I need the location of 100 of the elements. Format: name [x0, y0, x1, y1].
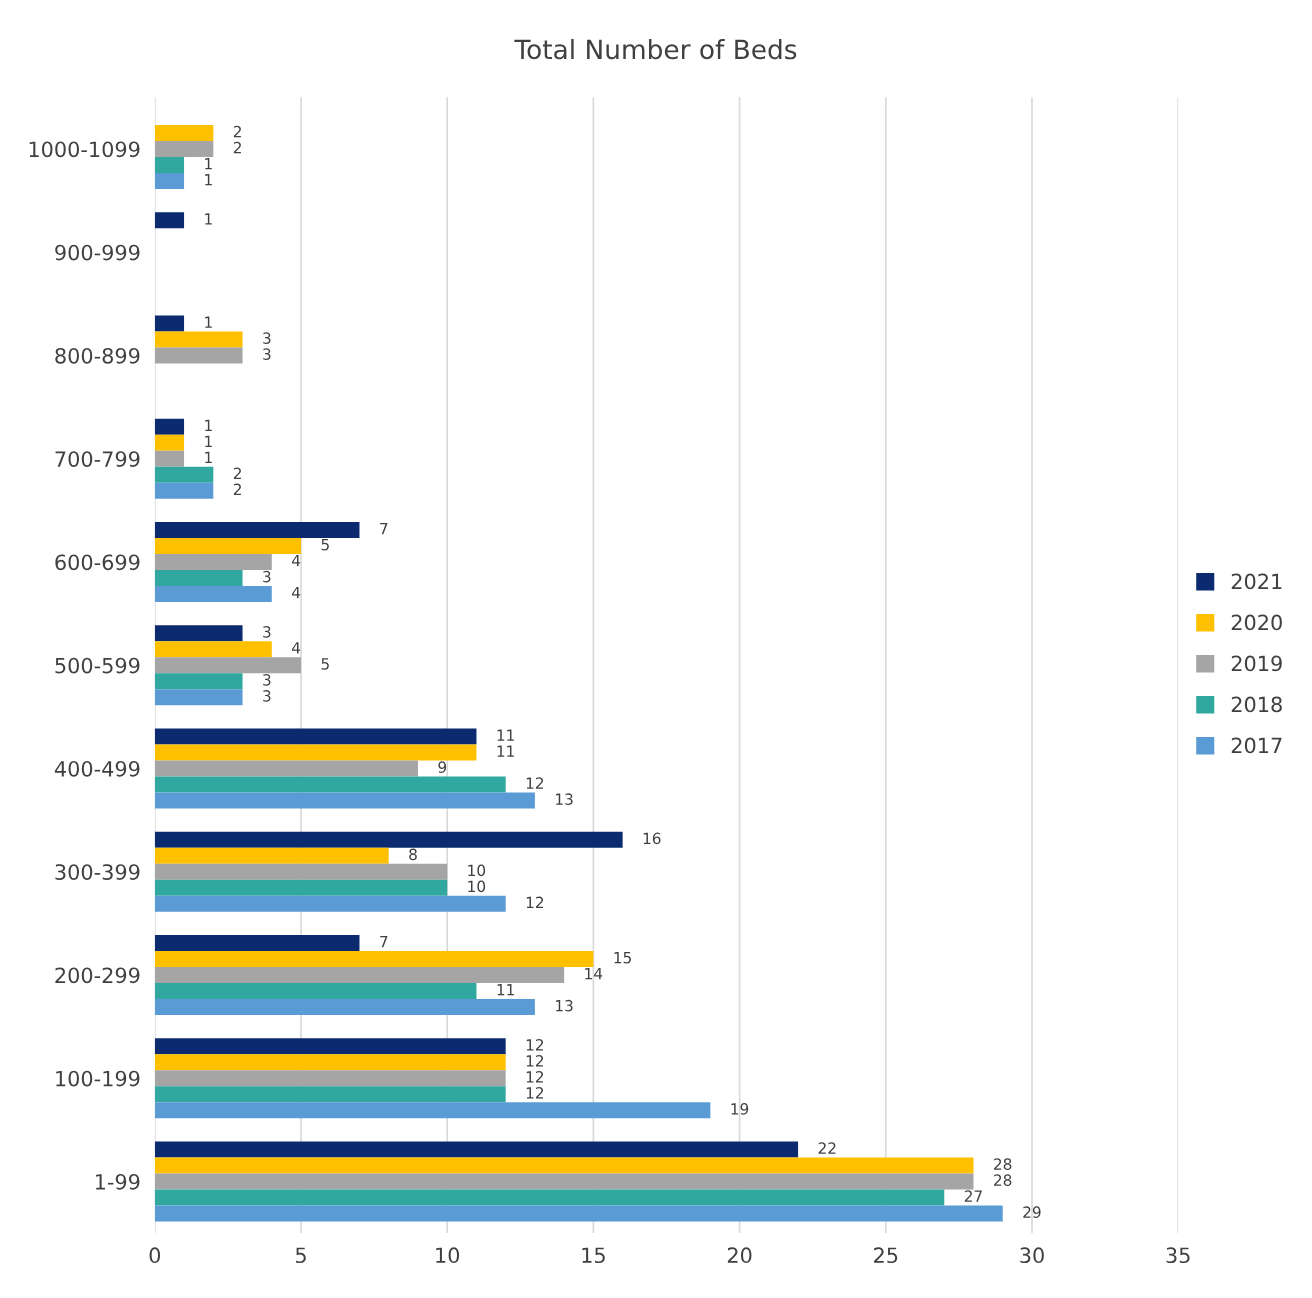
y-tick-label: 500-599 — [55, 657, 140, 674]
bar — [154, 673, 243, 690]
y-tick-label: 600-699 — [55, 554, 140, 571]
y-tick-label: 300-399 — [55, 864, 140, 880]
data-label: 11 — [497, 745, 514, 757]
data-label: 11 — [497, 984, 514, 996]
data-label: 8 — [409, 848, 417, 861]
legend-label: 2018 — [1231, 696, 1282, 713]
data-label: 10 — [468, 880, 486, 893]
bar — [154, 982, 477, 999]
bar — [154, 1102, 711, 1119]
bar — [154, 1086, 506, 1103]
data-label: 2 — [233, 125, 241, 138]
bar — [154, 1173, 974, 1190]
legend-label: 2019 — [1231, 655, 1282, 672]
data-label: 1 — [205, 451, 212, 463]
data-label: 7 — [380, 523, 388, 535]
data-label: 12 — [526, 1071, 544, 1083]
bar — [154, 744, 477, 761]
bar — [154, 1070, 506, 1087]
x-tick-label: 15 — [582, 1247, 605, 1264]
y-tick-label: 800-899 — [55, 347, 140, 364]
legend-label: 2017 — [1231, 737, 1282, 754]
y-tick-label: 200-299 — [55, 967, 140, 984]
x-tick-label: 20 — [727, 1247, 752, 1264]
bar — [154, 934, 360, 951]
x-tick-label: 5 — [295, 1247, 306, 1264]
x-tick-label: 35 — [1166, 1247, 1190, 1264]
bar — [154, 140, 214, 157]
bar — [154, 1054, 506, 1071]
bar — [154, 879, 448, 896]
bar — [154, 553, 272, 570]
data-label: 1 — [205, 435, 212, 447]
bar — [154, 537, 302, 554]
bar — [154, 728, 477, 745]
data-label: 10 — [468, 864, 486, 877]
bar — [154, 831, 623, 848]
bar — [154, 521, 360, 538]
bar — [154, 847, 389, 864]
data-label: 1 — [205, 213, 212, 225]
bar — [154, 450, 185, 467]
data-label: 3 — [263, 570, 271, 583]
bar — [154, 172, 185, 189]
y-tick-label: 900-999 — [55, 244, 140, 261]
bar — [154, 950, 594, 967]
data-label: 11 — [497, 729, 514, 741]
data-label: 1 — [205, 158, 212, 170]
data-label: 28 — [994, 1174, 1012, 1186]
bar — [154, 1157, 974, 1174]
bar — [154, 895, 506, 912]
y-tick-label: 1-99 — [95, 1173, 140, 1190]
x-tick-label: 25 — [874, 1247, 898, 1264]
bar — [154, 434, 185, 451]
x-tick-label: 10 — [436, 1247, 460, 1264]
bar — [154, 347, 243, 364]
legend-label: 2020 — [1231, 614, 1282, 631]
data-label: 5 — [321, 539, 329, 551]
bar — [154, 657, 302, 674]
bar — [154, 792, 535, 809]
data-label: 1 — [205, 316, 212, 328]
data-label: 1 — [205, 174, 212, 186]
x-tick-label: 30 — [1020, 1247, 1044, 1264]
data-label: 3 — [263, 626, 271, 638]
bar — [154, 641, 272, 658]
bar — [154, 124, 214, 141]
data-label: 3 — [263, 674, 271, 686]
data-label: 3 — [263, 690, 271, 702]
data-label: 2 — [233, 467, 241, 479]
bar — [154, 315, 185, 332]
data-label: 3 — [263, 348, 271, 360]
y-tick-label: 400-499 — [54, 760, 140, 777]
data-label: 3 — [263, 332, 271, 344]
bar — [154, 625, 243, 642]
bar — [154, 156, 185, 173]
data-label: 12 — [526, 777, 544, 789]
bar — [154, 1038, 506, 1055]
y-tick-label: 100-199 — [56, 1070, 140, 1087]
data-label: 12 — [526, 1087, 544, 1099]
y-tick-label: 1000-1099 — [29, 141, 140, 158]
data-label: 28 — [994, 1158, 1012, 1170]
data-label: 4 — [291, 642, 301, 654]
bar — [154, 569, 243, 586]
bar — [154, 466, 214, 483]
data-label: 16 — [643, 832, 661, 845]
bar — [154, 1189, 945, 1206]
bar — [154, 585, 272, 602]
data-label: 12 — [526, 896, 544, 908]
data-label: 29 — [1023, 1206, 1041, 1218]
y-tick-label: 700-799 — [55, 451, 140, 467]
bar — [154, 418, 185, 435]
bar — [154, 998, 535, 1015]
data-label: 4 — [291, 587, 301, 599]
bar — [154, 760, 418, 777]
bar — [154, 1205, 1003, 1222]
data-label: 19 — [731, 1103, 749, 1115]
data-label: 9 — [438, 761, 447, 773]
bar — [154, 1141, 799, 1158]
data-label: 13 — [556, 999, 573, 1012]
data-label: 5 — [321, 658, 329, 670]
data-label: 13 — [556, 793, 573, 805]
